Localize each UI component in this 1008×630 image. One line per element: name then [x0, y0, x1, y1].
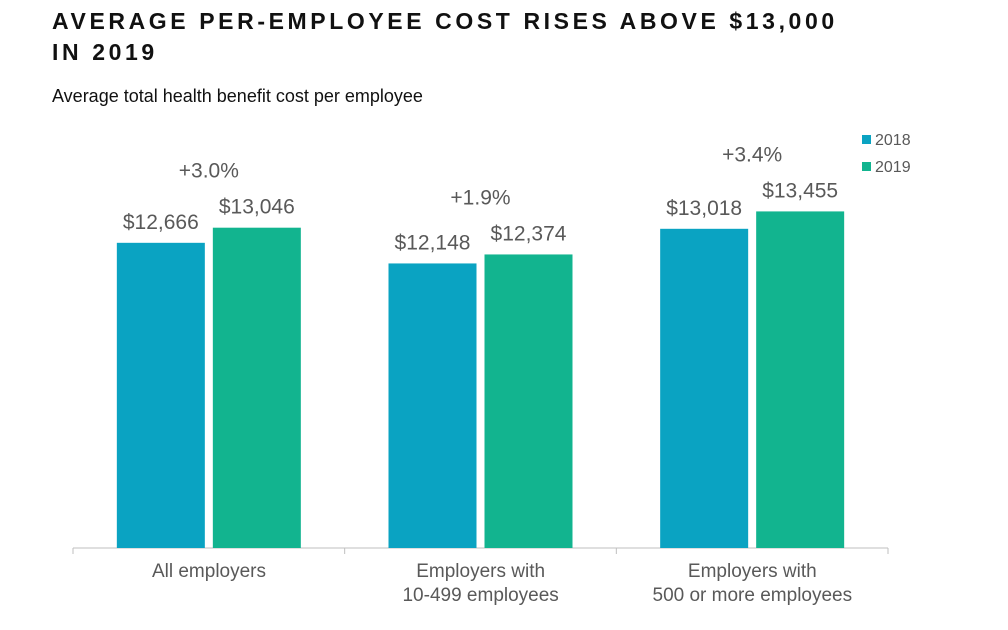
change-annotation: +3.4% — [722, 143, 782, 166]
x-tick-label: Employers with 10-499 employees — [402, 561, 559, 606]
value-label: $13,018 — [666, 197, 742, 220]
chart-subtitle: Average total health benefit cost per em… — [52, 86, 423, 106]
legend-label: 2019 — [875, 159, 911, 176]
legend-label: 2018 — [875, 132, 911, 149]
x-tick-label: All employers — [151, 561, 267, 582]
value-label: $12,374 — [491, 222, 567, 245]
bar — [212, 227, 301, 548]
bar — [484, 254, 573, 548]
legend-swatch — [862, 135, 871, 144]
legend-swatch — [862, 162, 871, 171]
bar — [388, 263, 477, 548]
bar — [660, 228, 749, 548]
change-annotation: +3.0% — [179, 160, 239, 183]
value-label: $13,455 — [762, 179, 838, 202]
chart-title: AVERAGE PER-EMPLOYEE COST RISES ABOVE $1… — [52, 8, 838, 65]
value-label: $13,046 — [219, 196, 295, 219]
bar — [756, 211, 845, 549]
bar — [116, 242, 205, 548]
value-label: $12,148 — [395, 231, 471, 254]
x-tick-label: Employers with 500 or more employees — [652, 561, 853, 606]
change-annotation: +1.9% — [450, 186, 510, 209]
value-label: $12,666 — [123, 211, 199, 234]
